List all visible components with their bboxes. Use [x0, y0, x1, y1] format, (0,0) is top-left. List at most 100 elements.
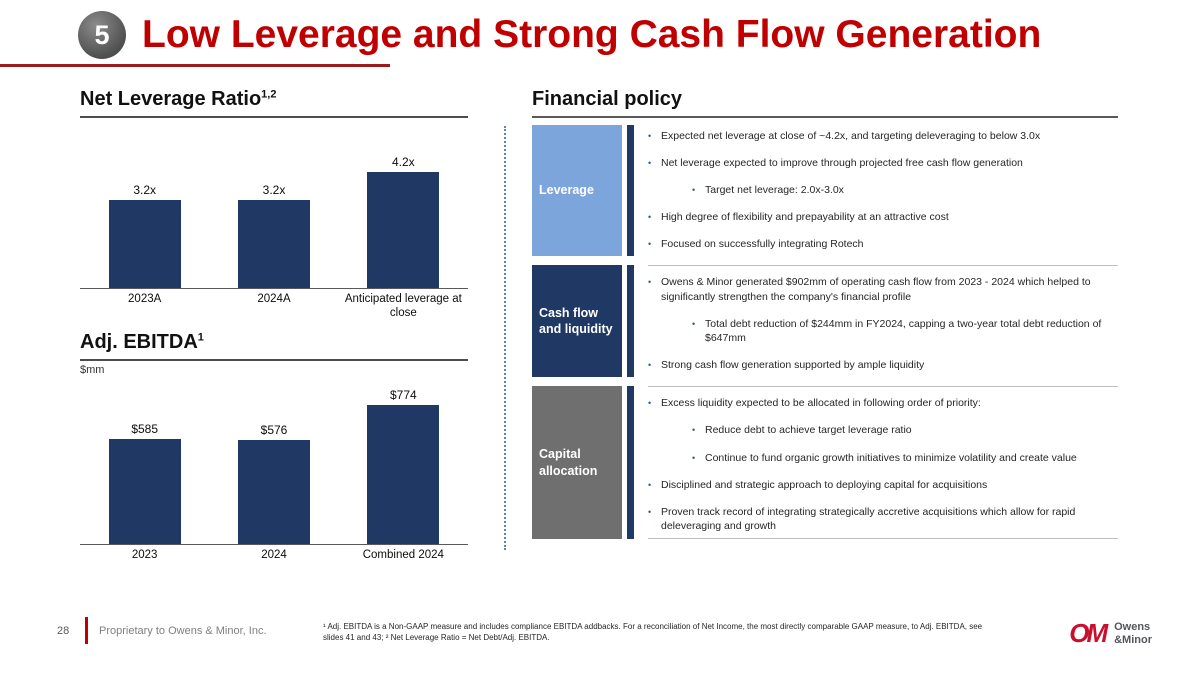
chart-column: 3.2x [80, 183, 209, 288]
adj-ebitda-heading-rule [80, 358, 468, 361]
chart-bar [367, 172, 440, 288]
bullet-dot: • [648, 398, 652, 409]
policy-bullet: • Reduce debt to achieve target leverage … [648, 423, 1118, 437]
net-leverage-heading: Net Leverage Ratio1,2 [80, 88, 468, 111]
bullet-text: Continue to fund organic growth initiati… [705, 451, 1077, 464]
policy-bullet: • Disciplined and strategic approach to d… [648, 478, 1118, 492]
page-number: 28 [57, 625, 70, 637]
bullet-text: Focused on successfully integrating Rote… [661, 238, 864, 251]
bullet-text: Reduce debt to achieve target leverage r… [705, 424, 912, 437]
policy-accent-bar [627, 265, 634, 378]
policy-bullet-list: • Expected net leverage at close of ~4.2x… [648, 125, 1118, 257]
policy-section-cash-flow-and-liquidity: Cash flow and liquidity • Owens & Minor ge… [532, 265, 1118, 378]
bullet-dot: • [648, 157, 652, 168]
bullet-dot: • [692, 184, 696, 195]
right-column: Financial policy Leverage • Expected net l… [532, 88, 1118, 540]
bar-value-label: $576 [260, 422, 288, 437]
net-leverage-plot: 3.2x 3.2x 4.2x [80, 128, 468, 289]
bar-value-label: $585 [131, 421, 159, 436]
policy-bullet: • Strong cash flow generation supported b… [648, 358, 1118, 372]
slide-number-badge: 5 [78, 11, 126, 59]
chart-bar [108, 200, 181, 288]
policy-accent-bar [627, 124, 634, 257]
slide-header: 5 Low Leverage and Strong Cash Flow Gene… [78, 11, 1041, 59]
slide-footer: 28 Proprietary to Owens & Minor, Inc. ¹ … [0, 612, 1200, 662]
bar-value-label: 3.2x [133, 183, 156, 197]
policy-bullet: • High degree of flexibility and prepayab… [648, 210, 1118, 224]
bar-value-label: $774 [389, 387, 417, 402]
chart-bar [367, 404, 440, 544]
policy-section-label-leverage: Leverage [532, 124, 622, 257]
category-label: Anticipated leverage at close [344, 293, 462, 319]
financial-policy-heading: Financial policy [532, 88, 683, 110]
logo-text-line1: Owens [1114, 621, 1151, 634]
bullet-text: Proven track record of integrating strat… [661, 505, 1076, 533]
bullet-text: Total debt reduction of $244mm in FY2024… [705, 317, 1102, 344]
dotted-divider [504, 126, 506, 550]
adj-ebitda-heading-text: Adj. EBITDA [80, 330, 198, 353]
policy-bullet: • Focused on successfully integrating Rot… [648, 237, 1118, 251]
policy-sections: Leverage • Expected net leverage at close … [532, 124, 1118, 540]
policy-bullet: • Continue to fund organic growth initiat… [648, 451, 1118, 465]
policy-accent-bar [627, 386, 634, 540]
footer-red-divider [85, 617, 88, 644]
adj-ebitda-footnote-marker: 1 [197, 330, 204, 343]
category-label: Combined 2024 [362, 548, 444, 561]
net-leverage-category-row: 2023A 2024A Anticipated leverage at close [80, 293, 468, 321]
bullet-dot: • [648, 506, 652, 517]
bullet-dot: • [648, 130, 652, 141]
policy-section-label-capital-allocation: Capital allocation [532, 386, 622, 540]
adj-ebitda-category-row: 2023 2024 Combined 2024 [80, 549, 468, 563]
policy-bullet: • Target net leverage: 2.0x-3.0x [648, 183, 1118, 197]
policy-bullet: • Owens & Minor generated $902mm of opera… [648, 275, 1118, 303]
footnote-text: ¹ Adj. EBITDA is a Non-GAAP measure and … [323, 622, 983, 643]
policy-bullet: • Excess liquidity expected to be allocat… [648, 396, 1118, 410]
chart-column: 3.2x [209, 183, 338, 288]
bullet-text: Owens & Minor generated $902mm of operat… [661, 276, 1091, 303]
category-label: 2024 [261, 548, 287, 561]
bullet-dot: • [692, 425, 696, 436]
bar-value-label: 4.2x [391, 155, 415, 169]
bullet-dot: • [648, 479, 652, 490]
bullet-dot: • [648, 239, 652, 250]
policy-bullet: • Net leverage expected to improve throug… [648, 156, 1118, 170]
bullet-dot: • [648, 360, 652, 371]
policy-bullet-list: • Owens & Minor generated $902mm of opera… [648, 265, 1118, 377]
policy-bullet-list: • Excess liquidity expected to be allocat… [648, 386, 1118, 540]
chart-column: $774 [339, 388, 468, 544]
net-leverage-heading-text: Net Leverage Ratio [80, 88, 262, 110]
adj-ebitda-heading: Adj. EBITDA1 [80, 331, 468, 354]
net-leverage-heading-rule [80, 116, 468, 118]
bullet-text: Disciplined and strategic approach to de… [661, 478, 988, 491]
policy-bullet: • Proven track record of integrating stra… [648, 505, 1118, 533]
owens-minor-logo-text: Owens &Minor [1114, 621, 1152, 645]
financial-policy-heading-rule [532, 116, 1118, 118]
bullet-text: High degree of flexibility and prepayabi… [661, 211, 949, 224]
policy-section-leverage: Leverage • Expected net leverage at close … [532, 124, 1118, 257]
bullet-dot: • [648, 277, 652, 288]
category-label: 2023A [128, 293, 162, 305]
net-leverage-chart: Net Leverage Ratio1,2 3.2x 3.2x 4.2x 2023A… [80, 88, 468, 321]
chart-column: $576 [209, 423, 338, 544]
policy-bullet: • Expected net leverage at close of ~4.2x… [648, 129, 1118, 143]
bar-value-label: 3.2x [262, 183, 286, 197]
bullet-text: Strong cash flow generation supported by… [661, 359, 925, 372]
chart-bar [237, 200, 310, 288]
bullet-text: Net leverage expected to improve through… [661, 156, 1023, 169]
left-column: Net Leverage Ratio1,2 3.2x 3.2x 4.2x 2023A… [80, 88, 468, 562]
slide-title: Low Leverage and Strong Cash Flow Genera… [142, 13, 1042, 56]
logo-text-line2: &Minor [1114, 633, 1152, 646]
net-leverage-footnote-marker: 1,2 [261, 88, 277, 101]
chart-bar [237, 439, 310, 544]
owens-minor-logo-icon: OM [1069, 618, 1108, 648]
bullet-text: Excess liquidity expected to be allocate… [661, 397, 981, 410]
chart-bar [108, 438, 181, 544]
bullet-dot: • [692, 452, 696, 463]
adj-ebitda-plot: $585 $576 $774 [80, 378, 468, 545]
policy-section-label-cash-flow-and-liquidity: Cash flow and liquidity [532, 265, 622, 378]
chart-column: $585 [80, 422, 209, 544]
bullet-text: Expected net leverage at close of ~4.2x,… [661, 129, 1041, 142]
adj-ebitda-chart: Adj. EBITDA1 $mm $585 $576 $774 2023 2024 Co… [80, 331, 468, 563]
bullet-dot: • [648, 212, 652, 223]
